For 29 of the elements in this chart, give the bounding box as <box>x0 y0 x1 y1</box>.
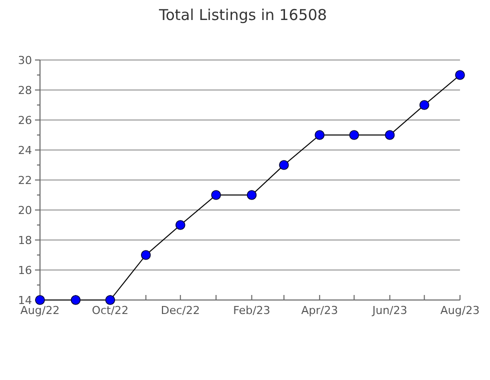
x-tick-label: Aug/22 <box>20 304 60 317</box>
x-tick-label: Dec/22 <box>160 304 200 317</box>
chart-title: Total Listings in 16508 <box>158 6 327 24</box>
y-tick-label: 28 <box>18 84 32 97</box>
point <box>384 130 395 140</box>
point <box>419 100 430 110</box>
point <box>279 160 289 170</box>
y-tick-label: 26 <box>18 114 32 127</box>
y-tick-label: 14 <box>18 294 32 307</box>
y-tick-label: 24 <box>18 144 32 157</box>
point <box>349 130 360 140</box>
point <box>211 190 221 200</box>
point <box>105 295 116 305</box>
point <box>70 295 81 305</box>
x-tick-label: Feb/23 <box>233 304 270 317</box>
x-tick-label: Aug/23 <box>440 304 480 317</box>
y-tick-label: 18 <box>18 234 32 247</box>
x-tick-label: Apr/23 <box>301 304 338 317</box>
y-tick-label: 22 <box>18 174 32 187</box>
point <box>140 250 151 260</box>
y-tick-label: 20 <box>18 204 32 217</box>
point <box>455 70 465 80</box>
point <box>314 130 325 140</box>
x-tick-label: Jun/23 <box>371 304 408 317</box>
y-tick-label: 30 <box>18 54 32 67</box>
point <box>246 190 257 200</box>
x-tick-label: Oct/22 <box>92 304 129 317</box>
point <box>175 220 186 230</box>
y-tick-label: 16 <box>18 264 32 277</box>
